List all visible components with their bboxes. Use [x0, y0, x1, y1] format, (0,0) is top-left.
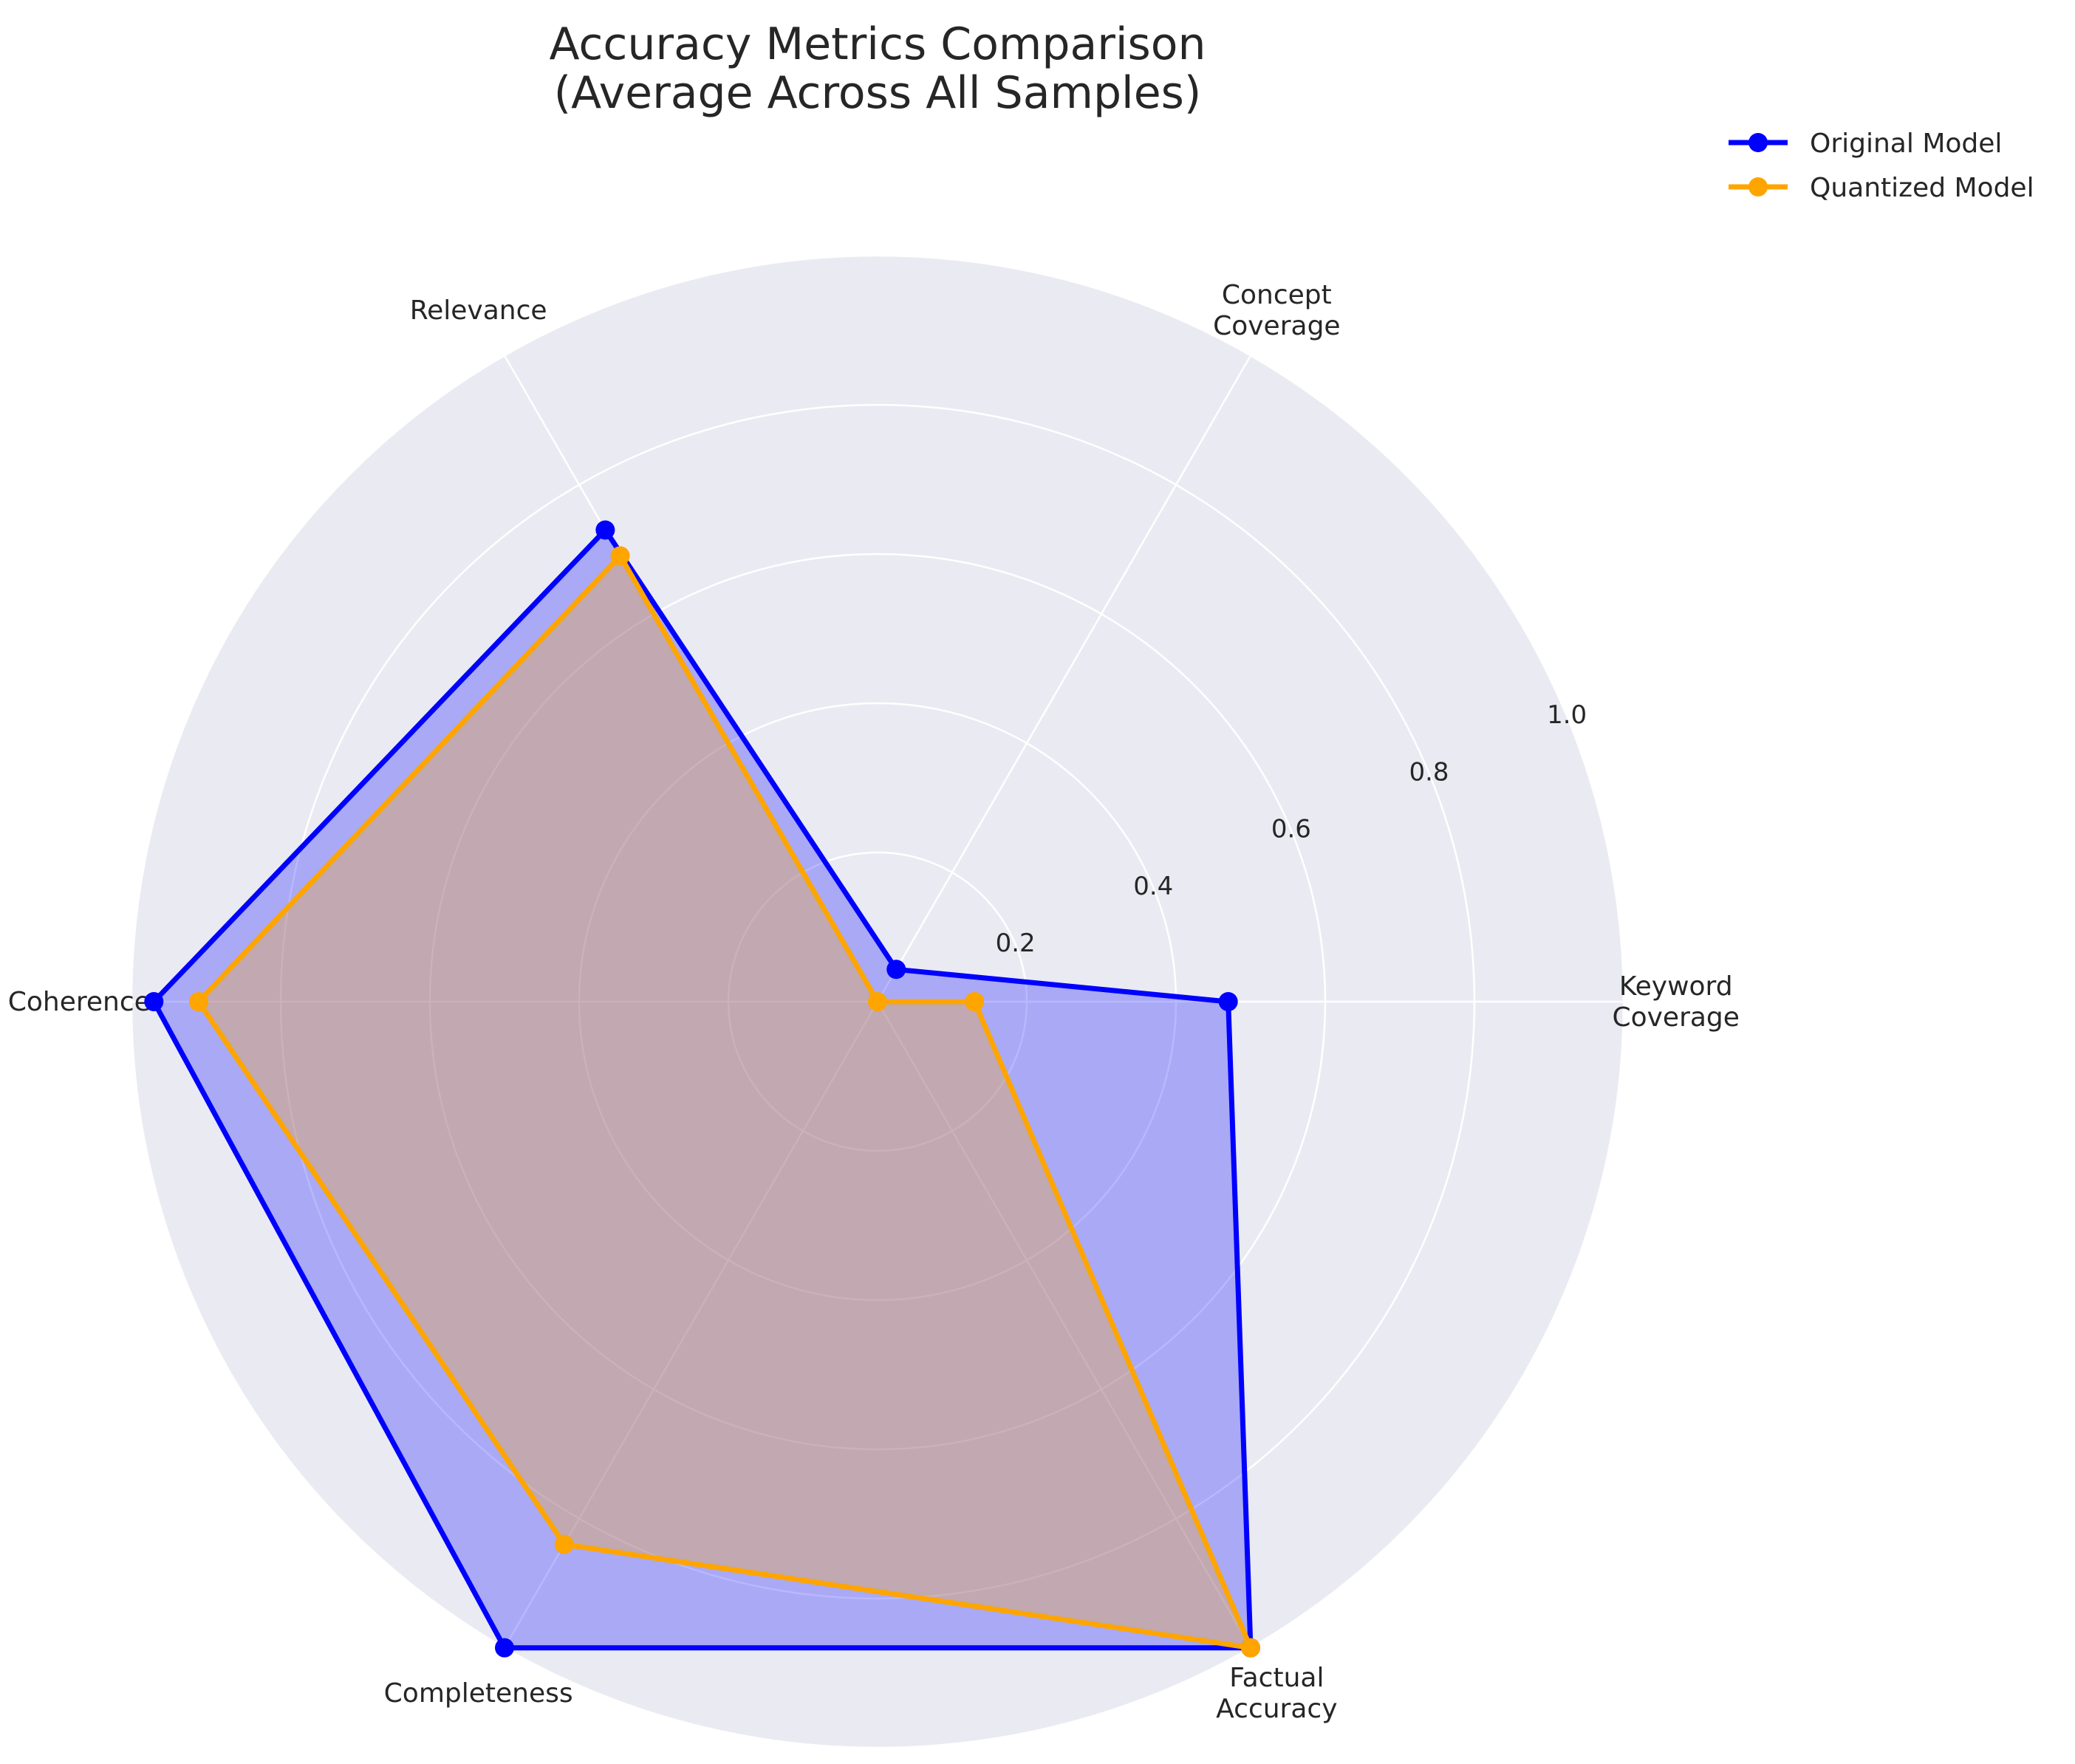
chart-title: Accuracy Metrics Comparison(Average Acro…	[549, 18, 1206, 119]
axis-label-1: Concept Coverage	[1213, 280, 1340, 341]
legend-marker-1	[1748, 177, 1768, 196]
series-1-point-1	[868, 992, 887, 1011]
rtick-label-1: 0.4	[1133, 872, 1173, 901]
rtick-label-0: 0.2	[996, 929, 1036, 958]
series-lines	[144, 520, 1260, 1658]
series-1-point-0	[965, 992, 985, 1011]
rtick-label-3: 0.8	[1409, 757, 1449, 787]
axis-label-5-line-0: Factual	[1229, 1663, 1324, 1693]
series-fill-1	[198, 555, 1251, 1648]
axis-label-0-line-0: Keyword	[1619, 971, 1733, 1002]
series-0-point-2	[595, 520, 615, 540]
grid-spoke-5	[876, 1001, 1252, 1649]
series-1-point-3	[188, 992, 208, 1011]
rtick-label-2: 0.6	[1271, 815, 1311, 844]
series-0-point-0	[1218, 992, 1238, 1011]
axis-label-5-line-1: Accuracy	[1216, 1694, 1337, 1724]
legend-marker-0	[1748, 133, 1768, 152]
legend-label-0: Original Model	[1810, 129, 2002, 159]
axis-label-4-line-0: Completeness	[384, 1678, 573, 1709]
series-1-point-5	[1241, 1638, 1260, 1658]
series-1-point-2	[610, 546, 630, 566]
axis-label-4: Completeness	[384, 1678, 573, 1709]
axis-label-0: Keyword Coverage	[1612, 971, 1739, 1033]
series-fills	[154, 530, 1251, 1648]
series-1-point-4	[554, 1534, 574, 1554]
axis-label-1-line-0: Concept	[1222, 280, 1332, 310]
legend: Original Model Quantized Model	[1729, 129, 2034, 203]
axis-label-0-line-1: Coverage	[1612, 1002, 1739, 1033]
chart-title-line-1: (Average Across All Samples)	[554, 67, 1202, 119]
chart-title-line-0: Accuracy Metrics Comparison	[549, 18, 1206, 70]
axis-label-2-line-0: Relevance	[410, 295, 547, 326]
axis-label-2: Relevance	[410, 295, 547, 326]
series-0-point-3	[144, 992, 164, 1011]
axis-label-5: Factual Accuracy	[1216, 1663, 1337, 1724]
axis-label-1-line-1: Coverage	[1213, 311, 1340, 341]
polar-grid	[130, 254, 1625, 1749]
rtick-label-4: 1.0	[1547, 700, 1587, 730]
grid-spoke-1	[876, 355, 1252, 1002]
series-0-point-1	[886, 960, 906, 980]
series-0-point-4	[495, 1638, 514, 1658]
axis-label-3-line-0: Coherence	[8, 987, 151, 1017]
radial-tick-labels: 0.2 0.4 0.6 0.8 1.0	[996, 700, 1587, 958]
legend-label-1: Quantized Model	[1810, 173, 2034, 203]
axis-label-3: Coherence	[8, 987, 151, 1017]
series-fill-0	[154, 530, 1251, 1648]
